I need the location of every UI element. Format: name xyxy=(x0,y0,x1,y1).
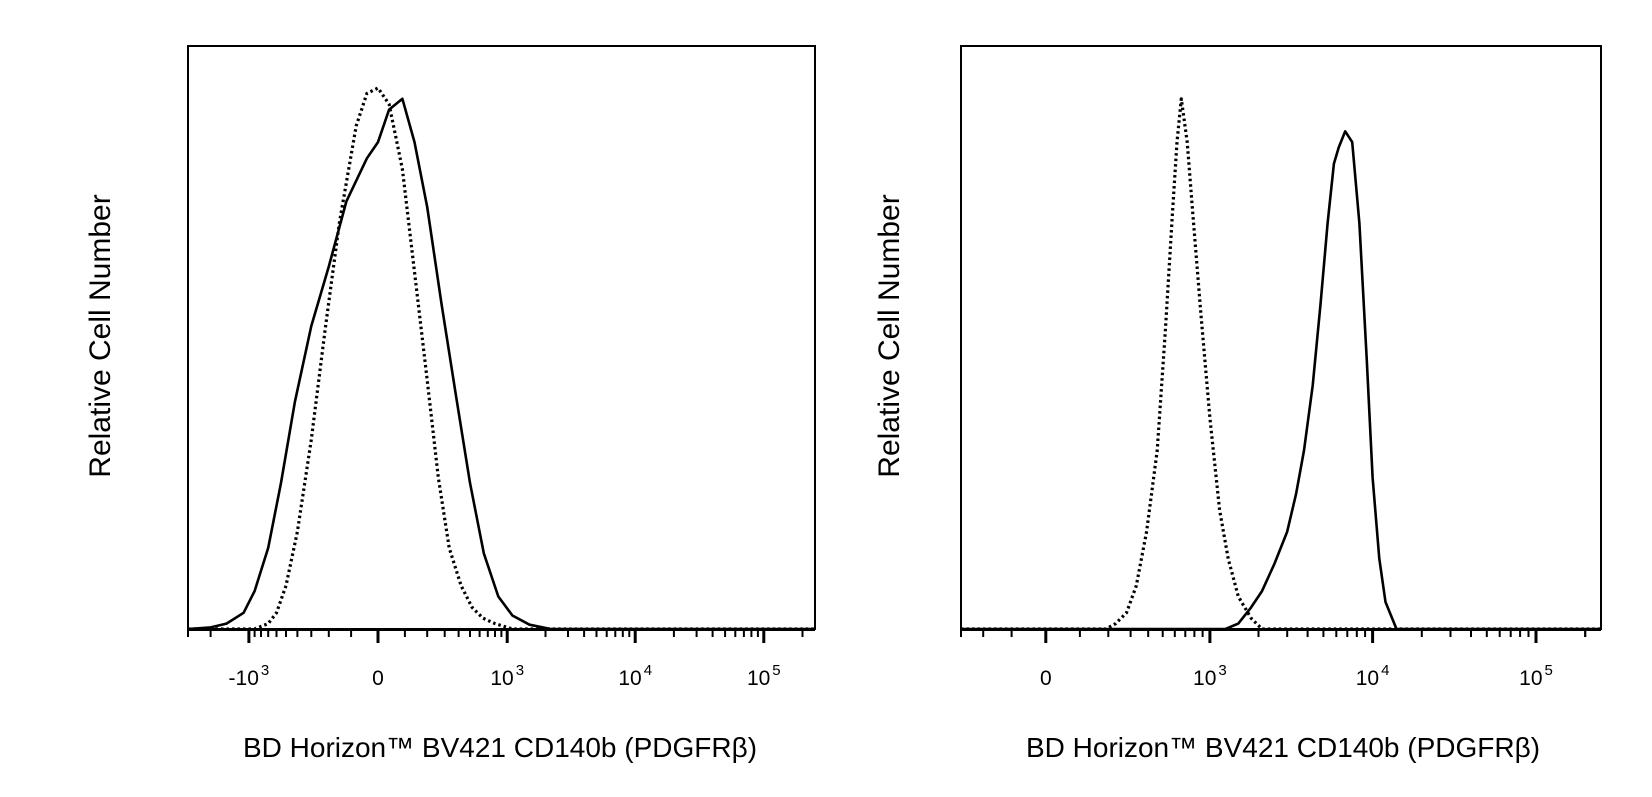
x-axis-ticks xyxy=(187,629,815,643)
histogram-panel-left: Relative Cell Number -10 3 0 10 3 10 4 10 5 BD H… xyxy=(84,45,816,763)
x-tick-label: 0 xyxy=(1040,667,1052,690)
x-tick-labels: 0 10 3 10 4 10 5 xyxy=(1040,662,1553,690)
isotype-control-curve xyxy=(961,97,1601,629)
x-tick-label: 10 5 xyxy=(1519,662,1553,690)
curves xyxy=(188,86,815,629)
x-axis-label: BD Horizon™ BV421 CD140b (PDGFRβ) xyxy=(243,732,757,763)
stained-sample-curve xyxy=(961,130,1601,629)
stained-sample-curve xyxy=(188,97,815,629)
x-tick-label: 0 xyxy=(372,667,384,690)
x-tick-label: 10 4 xyxy=(1356,662,1390,690)
x-axis-label: BD Horizon™ BV421 CD140b (PDGFRβ) xyxy=(1026,732,1540,763)
y-axis-label: Relative Cell Number xyxy=(84,194,117,477)
x-tick-label: -10 3 xyxy=(229,662,270,690)
x-tick-label: 10 3 xyxy=(490,662,524,690)
x-tick-label: 10 5 xyxy=(747,662,781,690)
histogram-panel-right: Relative Cell Number 0 10 3 10 4 10 5 BD Horiz… xyxy=(873,45,1602,763)
plot-frame xyxy=(960,45,1602,630)
isotype-control-curve xyxy=(188,86,815,629)
x-axis-ticks xyxy=(960,629,1601,643)
x-tick-label: 10 3 xyxy=(1193,662,1227,690)
plot-frame xyxy=(187,45,816,630)
x-tick-labels: -10 3 0 10 3 10 4 10 5 xyxy=(229,662,781,690)
x-tick-label: 10 4 xyxy=(618,662,652,690)
curves xyxy=(961,97,1601,629)
y-axis-label: Relative Cell Number xyxy=(873,194,906,477)
